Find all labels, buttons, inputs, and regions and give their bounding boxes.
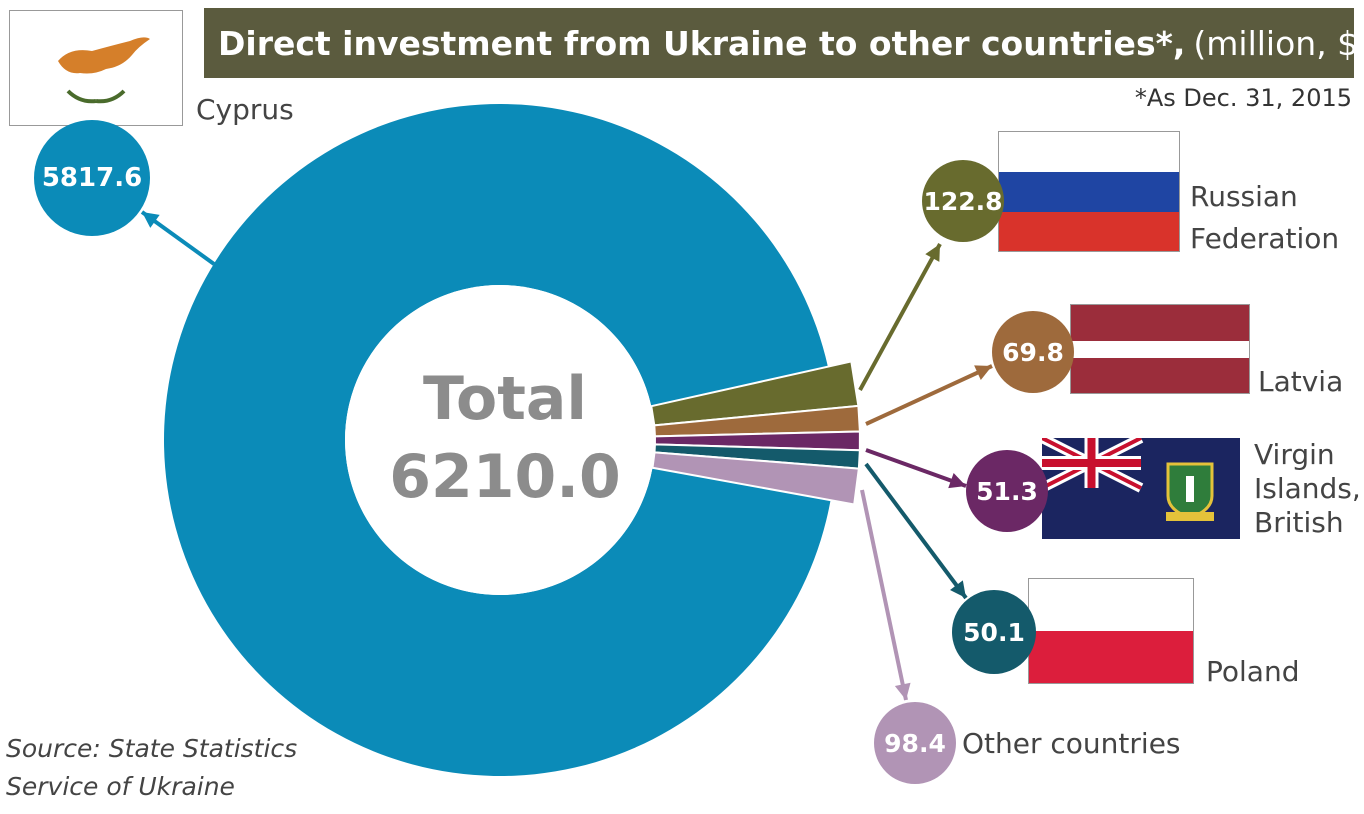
total-label: Total 6210.0 xyxy=(345,360,665,516)
russia-value-bubble: 122.8 xyxy=(922,160,1004,242)
donut-hole xyxy=(345,285,655,595)
bvi-label-line-2: Islands, xyxy=(1254,472,1361,505)
total-value: 6210.0 xyxy=(389,442,621,512)
source-line-2: Service of Ukraine xyxy=(6,772,235,801)
cyprus-label: Cyprus xyxy=(196,93,294,126)
russia-label-line-1: Russian xyxy=(1190,180,1298,213)
russia-flag-icon xyxy=(998,131,1180,252)
bvi-value-bubble: 51.3 xyxy=(966,450,1048,532)
pie-slice-cyprus xyxy=(163,103,831,776)
total-label-word: Total xyxy=(423,364,587,434)
leader-arrow-cyprus xyxy=(140,210,216,266)
leader-arrow-latvia xyxy=(865,364,993,426)
leader-arrow-russia xyxy=(858,243,942,391)
latvia-value-bubble: 69.8 xyxy=(992,311,1074,393)
date-note: *As Dec. 31, 2015 xyxy=(1134,84,1352,112)
bvi-flag-icon xyxy=(1039,433,1240,539)
cyprus-value-bubble: 5817.6 xyxy=(34,120,150,236)
source-line-1: Source: State Statistics xyxy=(6,734,298,763)
chart-title: Direct investment from Ukraine to other … xyxy=(218,23,1186,63)
latvia-flag-icon xyxy=(1070,304,1250,394)
leader-arrow-bvi xyxy=(865,448,967,489)
poland-label: Poland xyxy=(1206,655,1300,688)
russia-label-line-2: Federation xyxy=(1190,222,1340,255)
other-label: Other countries xyxy=(962,727,1181,760)
leader-arrow-poland xyxy=(864,462,968,600)
chart-title-unit: (million, $) xyxy=(1193,23,1364,63)
latvia-label: Latvia xyxy=(1258,365,1344,398)
poland-value-bubble: 50.1 xyxy=(952,590,1036,674)
bvi-label-line-3: British xyxy=(1254,506,1344,539)
chart-title-bar: Direct investment from Ukraine to other … xyxy=(204,8,1364,78)
russia-label: Russian Federation xyxy=(1190,176,1339,260)
other-value-bubble: 98.4 xyxy=(874,702,956,784)
source-note: Source: State Statistics Service of Ukra… xyxy=(6,730,297,806)
poland-flag-icon xyxy=(1028,578,1194,684)
bvi-label: Virgin Islands, British xyxy=(1254,438,1361,540)
bvi-label-line-1: Virgin xyxy=(1254,438,1335,471)
cyprus-flag-icon xyxy=(9,10,183,126)
leader-arrow-other xyxy=(860,489,911,701)
